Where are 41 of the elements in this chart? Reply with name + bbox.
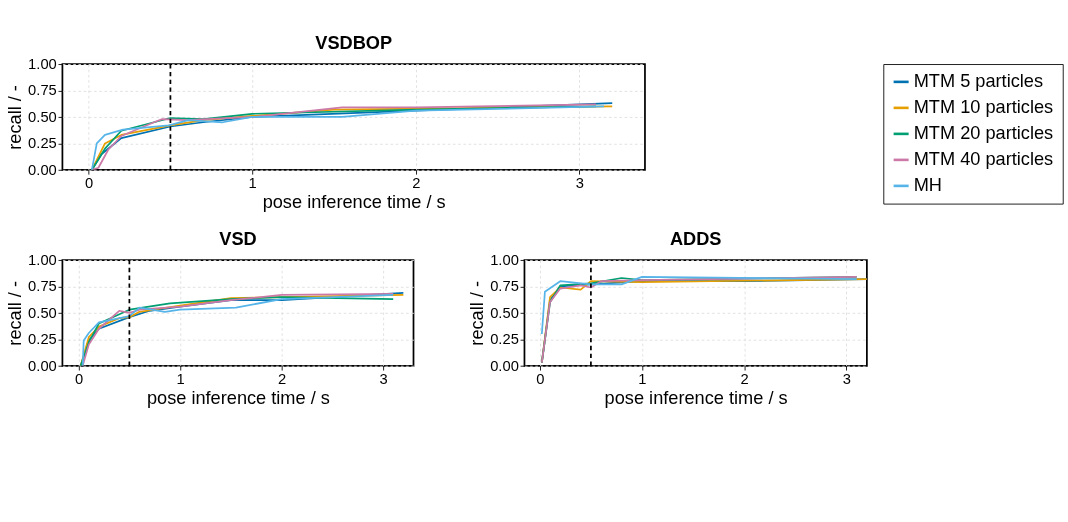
y-tick-label: 0.00 <box>490 357 519 374</box>
y-tick-label: 0.75 <box>490 278 519 295</box>
chart-title: VSDBOP <box>315 33 393 54</box>
y-tick-label: 1.00 <box>490 251 519 268</box>
x-tick-label: 0 <box>536 370 545 387</box>
x-tick-label: 2 <box>740 370 749 387</box>
x-tick-label: 1 <box>638 370 647 387</box>
chart-title: ADDS <box>669 229 722 250</box>
y-tick-label: 0.50 <box>28 304 57 321</box>
y-axis-title: recall / - <box>5 280 26 346</box>
y-axis-title: recall / - <box>467 280 488 346</box>
legend-label: MH <box>913 175 942 196</box>
y-tick-label: 0.25 <box>28 331 57 348</box>
x-tick-label: 2 <box>277 370 287 387</box>
y-tick-label: 0.50 <box>490 304 519 321</box>
x-tick-label: 1 <box>176 370 185 387</box>
y-tick-label: 0.00 <box>28 161 57 178</box>
legend-label: MTM 40 particles <box>913 149 1054 170</box>
x-tick-label: 3 <box>575 174 585 191</box>
x-axis-title: pose inference time / s <box>146 388 330 409</box>
y-tick-label: 1.00 <box>28 251 57 268</box>
y-tick-label: 0.75 <box>28 278 57 295</box>
y-tick-label: 0.50 <box>28 108 57 125</box>
legend-label: MTM 20 particles <box>913 123 1054 144</box>
x-axis-title: pose inference time / s <box>604 388 788 409</box>
chart-title: VSD <box>219 229 257 250</box>
y-tick-label: 0.25 <box>28 135 57 152</box>
x-tick-label: 0 <box>74 370 84 387</box>
y-tick-label: 0.25 <box>490 331 519 348</box>
legend-label: MTM 10 particles <box>913 97 1054 118</box>
x-axis-title: pose inference time / s <box>262 192 446 213</box>
y-tick-label: 1.00 <box>28 55 57 72</box>
y-axis-title: recall / - <box>5 85 26 150</box>
y-tick-label: 0.00 <box>28 357 57 374</box>
x-tick-label: 0 <box>84 174 94 191</box>
x-tick-label: 1 <box>248 174 257 191</box>
x-tick-label: 3 <box>842 370 851 387</box>
x-tick-label: 3 <box>379 370 388 387</box>
y-tick-label: 0.75 <box>28 82 57 99</box>
legend-label: MTM 5 particles <box>913 71 1044 92</box>
x-tick-label: 2 <box>412 174 421 191</box>
